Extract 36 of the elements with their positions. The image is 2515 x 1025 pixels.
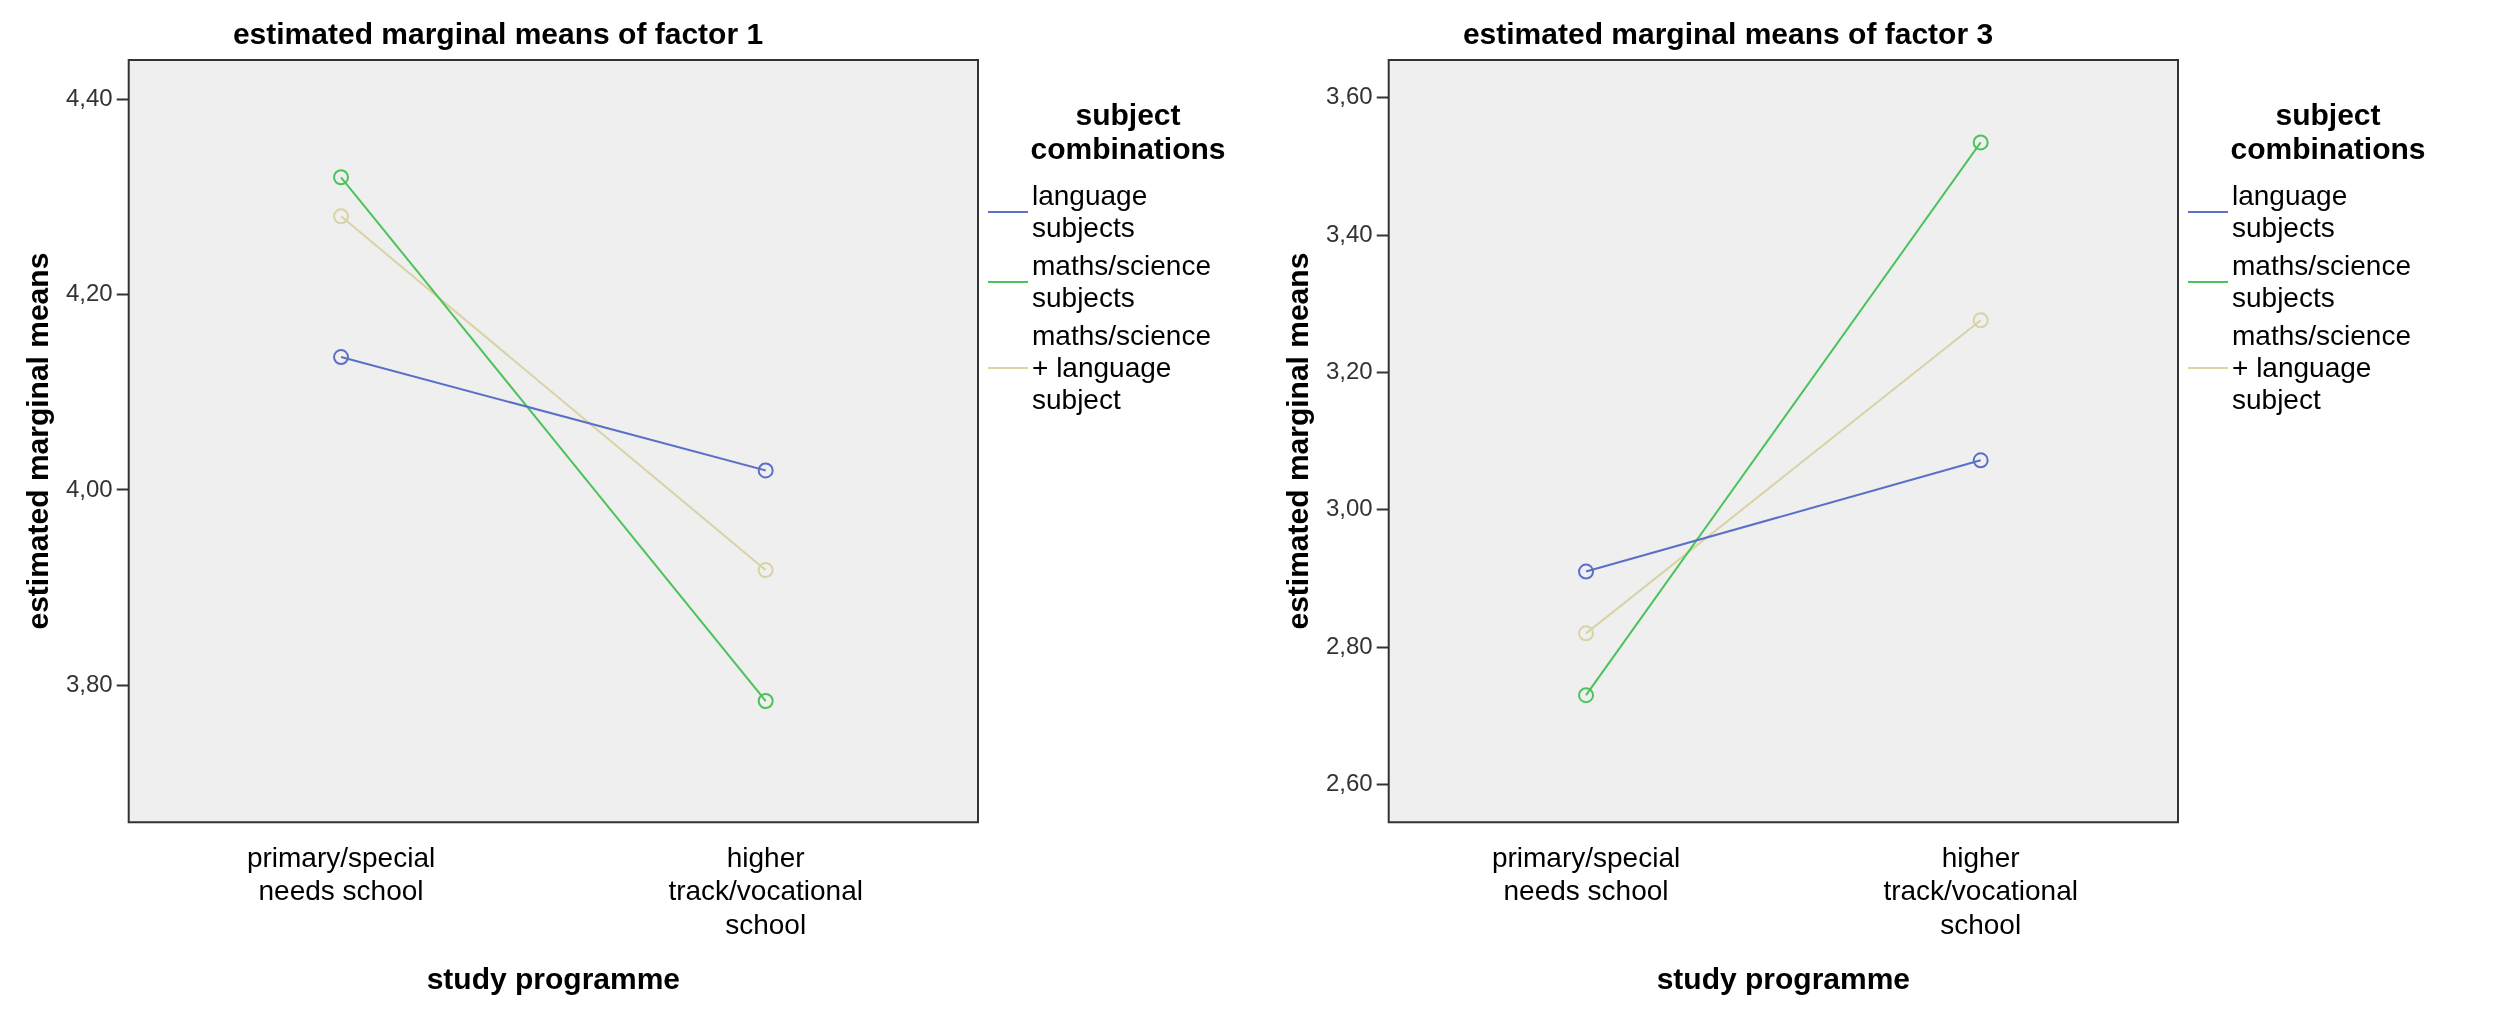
y-tick-label: 4,20 [65, 279, 113, 307]
legend-title: subject combinations [1029, 98, 1227, 166]
chart-title: estimated marginal means of factor 1 [232, 17, 764, 51]
point [1578, 687, 1595, 704]
x-tick-label: higher track/vocational school [668, 841, 863, 940]
y-tick-label: 3,40 [1325, 219, 1373, 247]
y-tick-label: 4,40 [65, 83, 113, 111]
legend-label: maths/science + language subject [1032, 320, 1212, 416]
point [757, 462, 774, 479]
y-axis-title: estimated marginal means [1281, 252, 1315, 630]
x-tick-label: primary/special needs school [246, 841, 436, 907]
point [333, 349, 350, 366]
point [1578, 563, 1595, 580]
y-tick-label: 2,80 [1325, 631, 1373, 659]
legend-label: maths/science + language subject [2232, 320, 2412, 416]
point [757, 562, 774, 579]
y-tick-label: 3,60 [1325, 82, 1373, 110]
point [1972, 452, 1989, 469]
legend-title: subject combinations [2229, 98, 2427, 166]
x-axis-title: study programme [426, 962, 681, 996]
x-axis-title: study programme [1656, 962, 1911, 996]
y-tick-label: 3,20 [1325, 357, 1373, 385]
point [1578, 625, 1595, 642]
x-tick-label: higher track/vocational school [1883, 841, 2078, 940]
y-tick-label: 2,60 [1325, 769, 1373, 797]
y-axis-title: estimated marginal means [21, 252, 55, 630]
y-tick-label: 4,00 [65, 474, 113, 502]
chart-title: estimated marginal means of factor 3 [1462, 17, 1994, 51]
point [333, 208, 350, 225]
point [333, 169, 350, 186]
y-tick-label: 3,00 [1325, 494, 1373, 522]
y-tick-label: 3,80 [65, 670, 113, 698]
x-tick-label: primary/special needs school [1491, 841, 1681, 907]
point [1972, 312, 1989, 329]
point [1972, 134, 1989, 151]
point [757, 693, 774, 710]
